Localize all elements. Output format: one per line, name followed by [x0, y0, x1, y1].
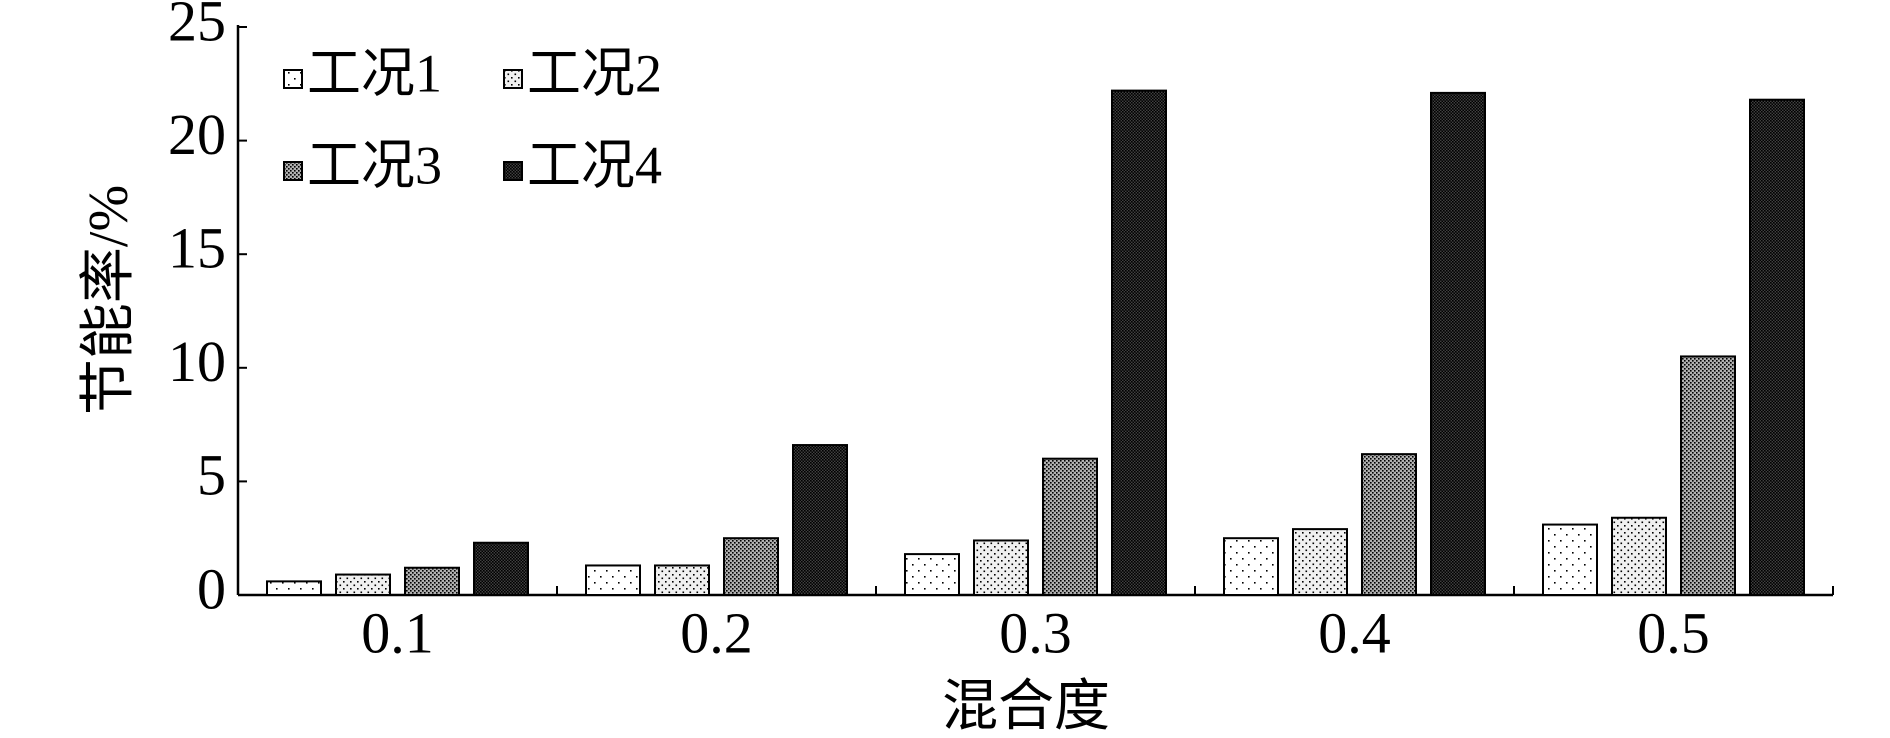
x-tick-label: 0.1	[361, 600, 434, 665]
bar	[1111, 89, 1167, 596]
bar	[335, 573, 391, 597]
y-tick-label: 10	[168, 329, 226, 394]
bar	[973, 539, 1029, 596]
legend-swatch	[503, 161, 523, 181]
bar	[1292, 528, 1348, 596]
bar	[1542, 523, 1598, 596]
x-tick-label: 0.5	[1637, 600, 1710, 665]
bar	[1042, 457, 1098, 596]
legend-label: 工况2	[527, 43, 662, 103]
x-axis-label: 混合度	[942, 676, 1110, 738]
bar	[1361, 453, 1417, 596]
x-tick-label: 0.2	[680, 600, 753, 665]
bar	[1611, 516, 1667, 597]
bar	[1223, 537, 1279, 597]
bar	[266, 580, 322, 596]
y-tick-label: 25	[168, 0, 226, 53]
bar	[1430, 91, 1486, 596]
bar	[473, 541, 529, 597]
bar	[1749, 98, 1805, 596]
y-tick-label: 15	[168, 216, 226, 281]
bar	[792, 444, 848, 596]
bar	[723, 537, 779, 597]
legend-label: 工况3	[307, 135, 442, 195]
bar	[654, 564, 710, 596]
legend-swatch	[283, 161, 303, 181]
legend-swatch	[503, 69, 523, 89]
legend-label: 工况1	[307, 43, 442, 103]
bar	[904, 553, 960, 597]
bar	[404, 566, 460, 597]
y-tick-label: 5	[197, 443, 226, 508]
legend-label: 工况4	[527, 135, 662, 195]
x-tick-label: 0.4	[1318, 600, 1391, 665]
y-axis-label: 节能率/%	[78, 185, 140, 415]
bar	[585, 564, 641, 596]
bar	[1680, 355, 1736, 596]
x-tick-label: 0.3	[999, 600, 1072, 665]
y-tick-label: 20	[168, 102, 226, 167]
y-tick-label: 0	[197, 556, 226, 621]
legend-swatch	[283, 69, 303, 89]
